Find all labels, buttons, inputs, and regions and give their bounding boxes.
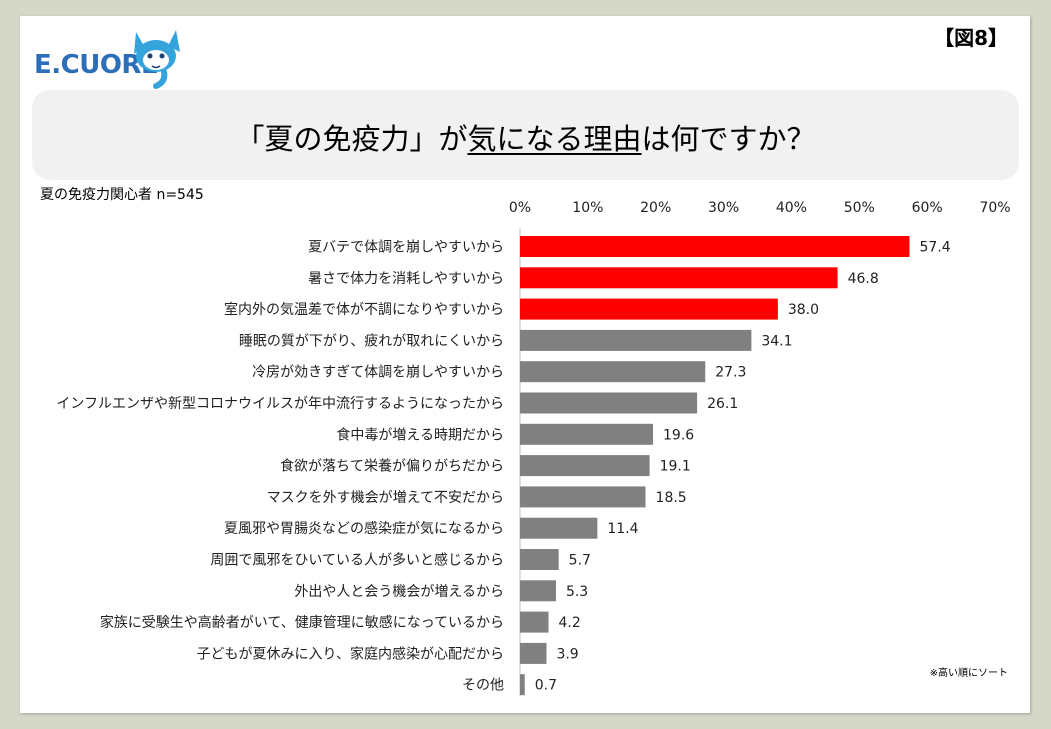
- bar: [520, 455, 650, 477]
- page-title: 「夏の免疫力」が気になる理由は何ですか？: [32, 116, 1019, 158]
- data-label: 46.8: [848, 271, 879, 287]
- data-label: 0.7: [535, 678, 557, 694]
- x-tick-label: 10%: [572, 200, 603, 216]
- category-label: 夏バテで体調を崩しやすいから: [308, 240, 504, 256]
- title-part-1: 気になる理由: [467, 122, 642, 156]
- bar: [520, 549, 559, 570]
- data-label: 27.3: [715, 365, 746, 381]
- data-label: 26.1: [707, 396, 738, 412]
- data-label: 19.1: [660, 459, 691, 475]
- data-label: 11.4: [607, 521, 638, 537]
- x-tick-label: 70%: [979, 200, 1010, 216]
- category-label: 家族に受験生や高齢者がいて、健康管理に敏感になっているから: [100, 614, 504, 631]
- sort-note: ※高い順にソート: [929, 668, 1008, 679]
- bar: [520, 423, 653, 445]
- bar: [520, 674, 525, 696]
- title-part-0: 「夏の免疫力」が: [235, 122, 468, 156]
- category-label: 子どもが夏休みに入り、家庭内感染が心配だから: [197, 645, 504, 662]
- bar: [520, 486, 646, 508]
- data-label: 3.9: [556, 646, 578, 662]
- x-tick-label: 20%: [640, 200, 671, 216]
- data-label: 4.2: [559, 615, 581, 631]
- bar: [520, 642, 547, 664]
- data-label: 57.4: [920, 240, 951, 256]
- data-label: 5.7: [569, 553, 591, 569]
- category-label: その他: [462, 678, 504, 694]
- category-label: 夏風邪や胃腸炎などの感染症が気になるから: [224, 520, 504, 537]
- bar: [520, 298, 778, 320]
- category-label: 睡眠の質が下がり、疲れが取れにくいから: [239, 332, 504, 349]
- x-tick-label: 40%: [776, 200, 807, 216]
- bar: [520, 517, 598, 539]
- figure-label: 【図8】: [934, 26, 1008, 50]
- x-tick-label: 0%: [509, 200, 531, 216]
- category-label: 周囲で風邪をひいている人が多いと感じるから: [210, 552, 504, 569]
- bar: [520, 580, 556, 602]
- category-label: マスクを外す機会が増えて不安だから: [267, 490, 504, 506]
- bar: [520, 611, 549, 633]
- category-label: インフルエンザや新型コロナウイルスが年中流行するようになったから: [56, 396, 504, 412]
- category-label: 冷房が効きすぎて体調を崩しやすいから: [252, 365, 504, 381]
- category-label: 食欲が落ちて栄養が偏りがちだから: [280, 458, 504, 475]
- bar: [520, 361, 706, 383]
- x-tick-label: 50%: [844, 200, 875, 216]
- bar: [520, 392, 698, 414]
- bar: [520, 329, 752, 351]
- x-tick-label: 60%: [912, 200, 943, 216]
- data-label: 19.6: [663, 427, 694, 443]
- x-tick-label: 30%: [708, 200, 739, 216]
- title-part-2: は何ですか？: [641, 122, 816, 156]
- category-label: 室内外の気温差で体が不調になりやすいから: [224, 301, 504, 318]
- category-label: 暑さで体力を消耗しやすいから: [308, 271, 504, 287]
- category-label: 外出や人と会う機会が増えるから: [294, 584, 504, 600]
- data-label: 34.1: [761, 333, 792, 349]
- title-box: 「夏の免疫力」が気になる理由は何ですか？: [32, 90, 1019, 180]
- logo: E.CUORE: [34, 24, 184, 104]
- data-label: 5.3: [566, 584, 588, 600]
- bar: [520, 236, 910, 257]
- data-label: 18.5: [656, 490, 687, 506]
- data-label: 38.0: [788, 302, 819, 318]
- sample-size-label: 夏の免疫力関心者 n=545: [40, 187, 204, 203]
- category-label: 食中毒が増える時期だから: [336, 426, 504, 443]
- bar: [520, 267, 838, 289]
